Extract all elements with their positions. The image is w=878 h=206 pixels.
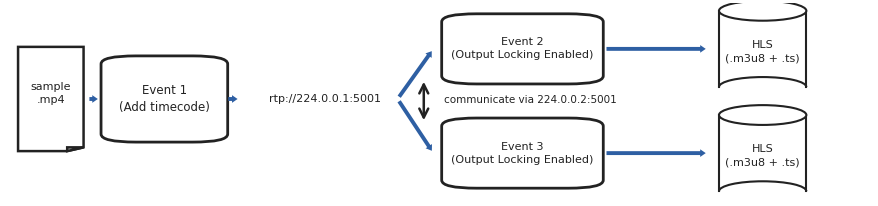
Text: HLS
(.m3u8 + .ts): HLS (.m3u8 + .ts)	[724, 144, 799, 168]
FancyBboxPatch shape	[101, 56, 227, 142]
FancyBboxPatch shape	[718, 11, 805, 87]
Text: Event 3
(Output Locking Enabled): Event 3 (Output Locking Enabled)	[450, 142, 593, 165]
Text: Event 2
(Output Locking Enabled): Event 2 (Output Locking Enabled)	[450, 37, 593, 61]
Polygon shape	[67, 147, 83, 151]
FancyBboxPatch shape	[718, 115, 805, 191]
FancyBboxPatch shape	[441, 14, 602, 84]
Text: communicate via 224.0.0.2:5001: communicate via 224.0.0.2:5001	[443, 95, 615, 105]
Ellipse shape	[718, 1, 805, 21]
Text: sample
.mp4: sample .mp4	[31, 82, 71, 105]
Text: rtp://224.0.0.1:5001: rtp://224.0.0.1:5001	[269, 94, 381, 104]
Polygon shape	[18, 47, 83, 151]
Text: Event 1
(Add timecode): Event 1 (Add timecode)	[119, 84, 210, 114]
Text: HLS
(.m3u8 + .ts): HLS (.m3u8 + .ts)	[724, 40, 799, 63]
Ellipse shape	[718, 105, 805, 125]
FancyBboxPatch shape	[441, 118, 602, 188]
